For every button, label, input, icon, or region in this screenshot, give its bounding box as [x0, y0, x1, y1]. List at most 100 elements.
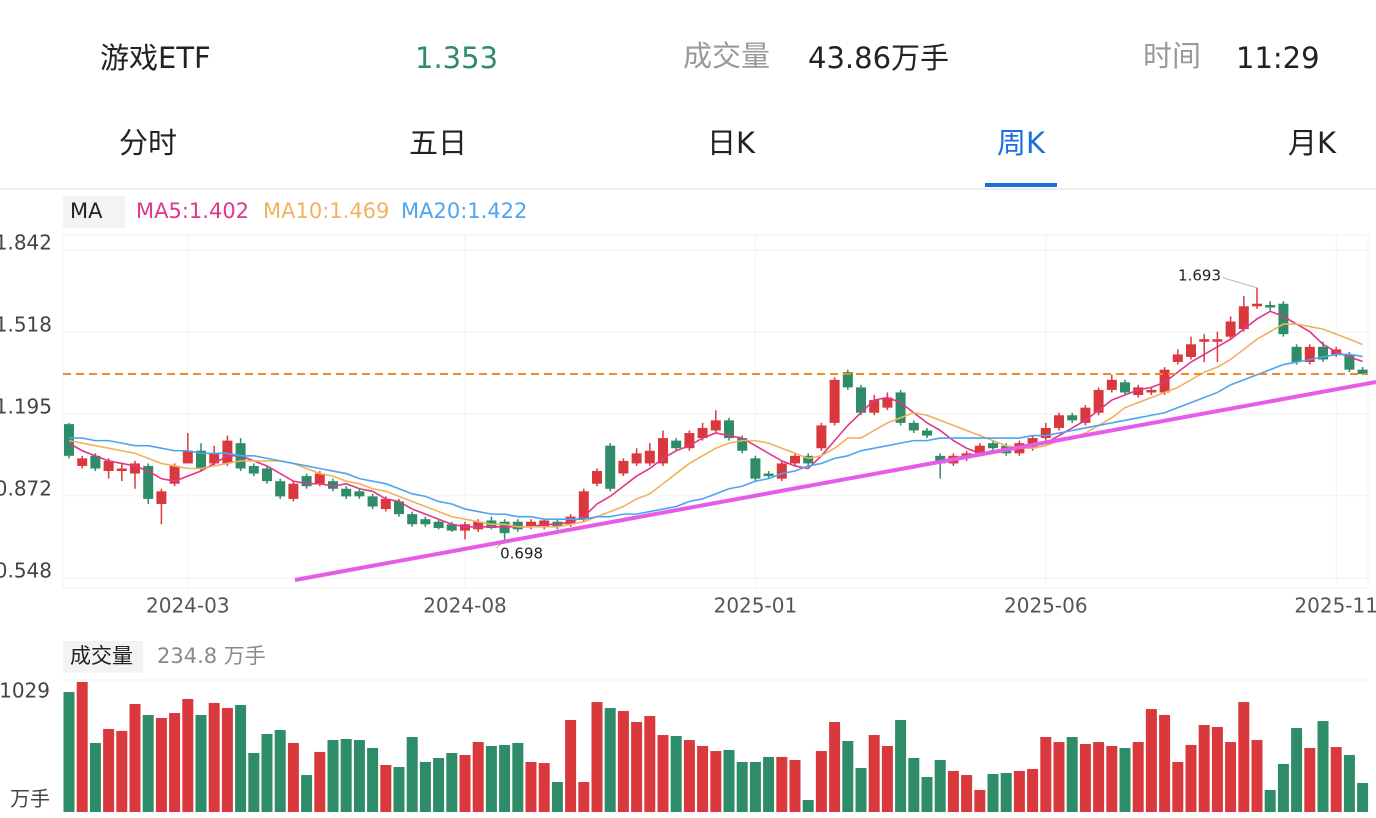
volume-bar: [1040, 737, 1052, 812]
volume-bar: [1053, 742, 1065, 812]
tab-underline: [985, 183, 1057, 187]
header-bar: [0, 0, 1376, 110]
candle-body: [262, 468, 272, 482]
y-tick-label: 1.195: [0, 395, 52, 419]
volume-bar: [116, 730, 128, 812]
volume-bar: [829, 721, 841, 812]
candle-body: [737, 438, 748, 451]
candle-body: [565, 516, 576, 525]
candle-body: [724, 420, 734, 439]
candle-body: [394, 501, 404, 515]
candle-body: [1265, 305, 1276, 308]
x-tick-label: 2025-06: [1004, 594, 1088, 618]
candle-body: [301, 476, 312, 487]
candle-body: [829, 379, 840, 423]
volume-bar: [1343, 754, 1355, 812]
volume-bar: [881, 745, 893, 812]
candle-body: [314, 473, 325, 484]
volume-bar: [155, 718, 167, 812]
trend-line: [294, 380, 1376, 582]
candle-body: [420, 519, 431, 525]
time-label: 时间: [1143, 39, 1201, 73]
volume-bar: [565, 719, 577, 812]
volume-bar: [182, 698, 194, 812]
volume-bar: [1185, 744, 1197, 812]
volume-bar: [89, 742, 101, 812]
candle-body: [974, 445, 985, 454]
volume-bar: [380, 765, 392, 812]
candle-body: [1040, 427, 1051, 439]
candle-body: [605, 445, 616, 489]
candle-body: [1318, 346, 1328, 360]
candle-body: [288, 483, 299, 499]
volume-bar: [327, 740, 339, 812]
volume-bar: [353, 740, 365, 812]
tab[interactable]: 月K: [1288, 126, 1337, 160]
volume-bar: [842, 740, 854, 812]
volume-bar: [142, 714, 154, 812]
legend-entry: MA10:1.469: [263, 199, 389, 223]
candle-body: [526, 521, 536, 527]
x-tick-label: 2024-03: [146, 594, 230, 618]
candle-body: [816, 425, 827, 449]
tab[interactable]: 周K: [997, 126, 1046, 160]
volume-bar: [1251, 740, 1263, 812]
volume-bar: [472, 742, 484, 812]
volume-bar: [1066, 737, 1078, 812]
volume-bar: [169, 712, 181, 812]
min-label: 0.698: [500, 544, 543, 562]
volume-bar: [591, 702, 603, 812]
volume-bar: [459, 754, 471, 812]
tab[interactable]: 日K: [707, 126, 756, 160]
volume-bar: [103, 728, 115, 812]
volume-bar: [868, 735, 880, 812]
candle-body: [922, 430, 932, 436]
candle-body: [156, 491, 167, 504]
legend-entry: MA5:1.402: [136, 199, 249, 223]
volume-bar: [1317, 721, 1329, 812]
candle-body: [644, 450, 655, 464]
candle-body: [869, 400, 880, 413]
candle-body: [367, 496, 378, 507]
volume-bar: [947, 770, 959, 812]
volume-bar: [1106, 745, 1118, 812]
candle-body: [103, 460, 114, 472]
candle-body: [842, 372, 853, 388]
volume-bar: [512, 742, 524, 812]
volume-bar: [1000, 772, 1012, 812]
volume-bar: [1304, 747, 1316, 812]
candle-body: [1225, 321, 1236, 337]
candle-body: [77, 458, 88, 466]
price-plot-frame: [62, 234, 1369, 589]
candle-body: [1146, 389, 1157, 393]
volume-bar: [208, 702, 220, 812]
candle-body: [776, 463, 787, 479]
y-tick-label: 1029: [0, 679, 50, 703]
volume-bar: [895, 719, 907, 812]
tab[interactable]: 分时: [119, 126, 177, 160]
candle-body: [803, 455, 814, 464]
volume-bar: [961, 775, 973, 812]
x-tick-label: 2025-01: [714, 594, 798, 618]
candle-body: [895, 392, 906, 423]
volume-bar: [1225, 742, 1237, 812]
volume-bar: [63, 692, 75, 812]
volume-bar: [1027, 768, 1039, 812]
volume-bar: [683, 740, 695, 812]
tab-bar: 分时 五日 日K 周K 月K: [119, 126, 1337, 187]
candle-body: [354, 491, 365, 497]
candle-body: [1172, 354, 1183, 363]
tab[interactable]: 五日: [409, 126, 467, 160]
candle-body: [671, 440, 682, 449]
volume-bar: [763, 756, 775, 812]
volume-bar: [248, 752, 260, 812]
candle-body: [578, 491, 589, 520]
volume-bar: [736, 761, 748, 812]
volume-bar: [908, 758, 920, 812]
candle-body: [130, 463, 140, 474]
volume-bar: [499, 744, 511, 812]
volume-bar: [974, 789, 986, 812]
volume-bar: [1132, 742, 1144, 812]
max-leader: [1222, 277, 1258, 289]
